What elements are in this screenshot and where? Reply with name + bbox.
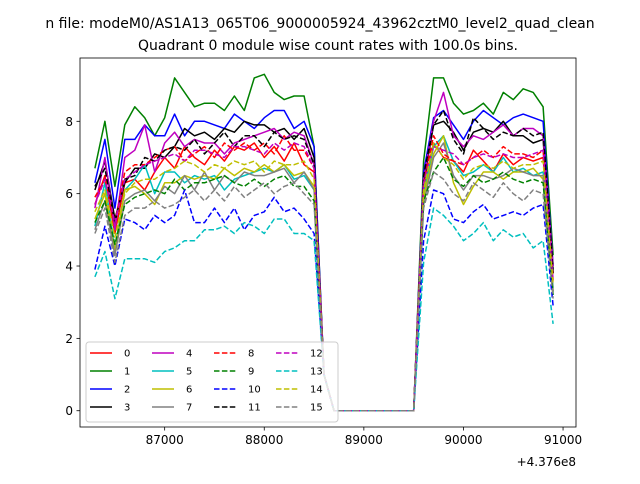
y-tick-label: 2 — [65, 332, 73, 346]
legend-label-5: 5 — [186, 367, 192, 378]
legend-label-11: 11 — [248, 403, 261, 414]
figure-suptitle: n file: modeM0/AS1A13_065T06_9000005924_… — [45, 16, 594, 32]
series-line-13 — [94, 207, 554, 412]
series-line-14 — [94, 142, 554, 412]
series-line-15 — [94, 171, 554, 412]
x-axis: 87000 88000 89000 90000 91000 — [146, 427, 582, 447]
y-tick-label: 0 — [65, 404, 73, 418]
legend-frame — [85, 341, 339, 423]
y-axis: 0 2 4 6 8 — [65, 115, 80, 418]
legend-label-10: 10 — [248, 385, 261, 396]
legend-label-15: 15 — [310, 403, 323, 414]
legend-label-2: 2 — [124, 385, 130, 396]
y-tick-label: 6 — [65, 187, 73, 201]
x-tick-label: 89000 — [345, 433, 383, 447]
legend-label-1: 1 — [124, 367, 130, 378]
axes-frame — [79, 57, 577, 428]
legend-label-12: 12 — [310, 349, 323, 360]
x-tick-label: 90000 — [444, 433, 482, 447]
y-tick-label: 8 — [65, 115, 73, 129]
legend-label-13: 13 — [310, 367, 323, 378]
x-axis-offset-label: +4.376e8 — [517, 455, 576, 469]
legend-label-0: 0 — [124, 349, 130, 360]
legend-label-14: 14 — [310, 385, 323, 396]
legend-label-4: 4 — [186, 349, 192, 360]
x-tick-label: 88000 — [245, 433, 283, 447]
legend-label-3: 3 — [124, 403, 130, 414]
chart-title: Quadrant 0 module wise count rates with … — [138, 38, 518, 54]
x-tick-label: 91000 — [544, 433, 582, 447]
legend-label-6: 6 — [186, 385, 192, 396]
x-tick-label: 87000 — [146, 433, 184, 447]
legend-label-8: 8 — [248, 349, 254, 360]
legend-label-9: 9 — [248, 367, 254, 378]
legend-label-7: 7 — [186, 403, 192, 414]
axes-spines — [79, 57, 577, 428]
y-tick-label: 4 — [65, 260, 73, 274]
